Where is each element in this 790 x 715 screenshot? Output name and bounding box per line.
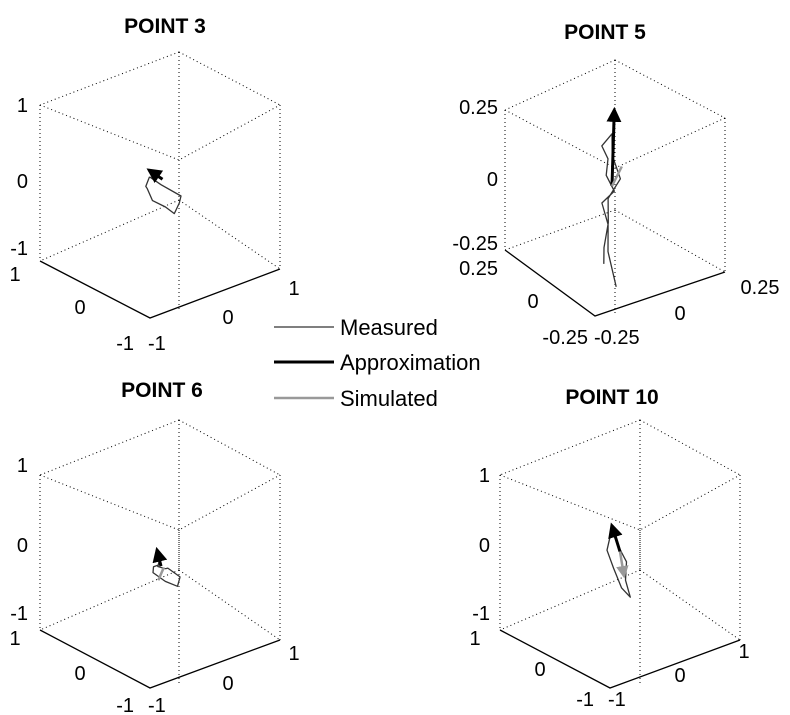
legend: Measured Approximation Simulated — [274, 315, 481, 411]
z-tick: 1 — [479, 465, 490, 487]
panel-title: POINT 3 — [124, 15, 206, 38]
grid-box — [504, 59, 726, 317]
x-tick: -0.25 — [594, 327, 640, 349]
legend-label-simulated: Simulated — [340, 386, 438, 411]
y-tick: 0 — [74, 297, 85, 319]
panel-point-10: POINT 10 1 0 -1 1 0 -1 -1 0 1 — [469, 386, 749, 711]
panel-title: POINT 5 — [564, 21, 646, 44]
plot-area — [606, 522, 631, 598]
x-tick: 0 — [222, 673, 233, 695]
x-tick: 1 — [738, 641, 749, 663]
z-tick: 0 — [17, 171, 28, 193]
grid-box — [39, 419, 281, 689]
y-tick: 1 — [469, 628, 480, 650]
y-tick: -0.25 — [542, 327, 588, 349]
y-tick: 0 — [74, 663, 85, 685]
plot-area — [145, 168, 182, 215]
series-approximation — [146, 168, 164, 184]
x-tick: 1 — [288, 278, 299, 300]
series-measured — [152, 559, 181, 587]
grid-box — [39, 51, 281, 319]
panel-point-5: POINT 5 0.25 0 -0.25 0.25 -0.25 -0.25 0.… — [452, 21, 779, 349]
plot-area — [152, 546, 181, 587]
y-tick: 1 — [9, 264, 20, 286]
z-tick: 0 — [479, 535, 490, 557]
panel-title: POINT 6 — [121, 379, 203, 402]
panel-point-6: POINT 6 1 0 -1 1 0 -1 -1 0 1 — [9, 379, 299, 715]
series-simulated — [616, 551, 629, 579]
series-measured — [606, 526, 631, 598]
z-tick: 1 — [17, 95, 28, 117]
z-tick: 0 — [17, 535, 28, 557]
grid-box — [499, 419, 741, 689]
series-simulated — [157, 567, 165, 581]
plot-area — [601, 106, 623, 287]
y-tick: -1 — [116, 333, 134, 355]
z-tick: 0 — [487, 169, 498, 191]
series-measured — [601, 133, 622, 287]
series-approximation — [152, 546, 168, 567]
y-tick-mid: 0 — [527, 291, 538, 313]
x-tick: 0 — [222, 307, 233, 329]
z-tick: -1 — [472, 603, 490, 625]
y-tick: -1 — [576, 689, 594, 711]
y-tick: 1 — [9, 628, 20, 650]
x-tick: 0 — [674, 665, 685, 687]
y-tick: -1 — [116, 695, 134, 715]
z-tick: 0.25 — [459, 97, 498, 119]
legend-label-approximation: Approximation — [340, 350, 481, 375]
series-approximation — [608, 522, 623, 553]
series-measured — [145, 176, 182, 215]
z-tick: -0.25 — [452, 233, 498, 255]
series-approximation — [606, 106, 622, 187]
y-tick: 0 — [534, 659, 545, 681]
x-tick: -1 — [148, 333, 166, 355]
z-tick: -1 — [10, 603, 28, 625]
panel-point-3: POINT 3 1 0 -1 1 0 -1 -1 0 1 — [9, 15, 299, 355]
y-tick: 0.25 — [459, 258, 498, 280]
z-tick: 1 — [17, 455, 28, 477]
series-simulated — [610, 165, 623, 187]
x-tick: 1 — [288, 643, 299, 665]
x-tick: 0.25 — [741, 277, 780, 299]
x-tick-mid: 0 — [674, 303, 685, 325]
panel-title: POINT 10 — [565, 386, 658, 409]
z-tick: -1 — [10, 238, 28, 260]
legend-label-measured: Measured — [340, 315, 438, 340]
x-tick: -1 — [608, 689, 626, 711]
x-tick: -1 — [148, 695, 166, 715]
